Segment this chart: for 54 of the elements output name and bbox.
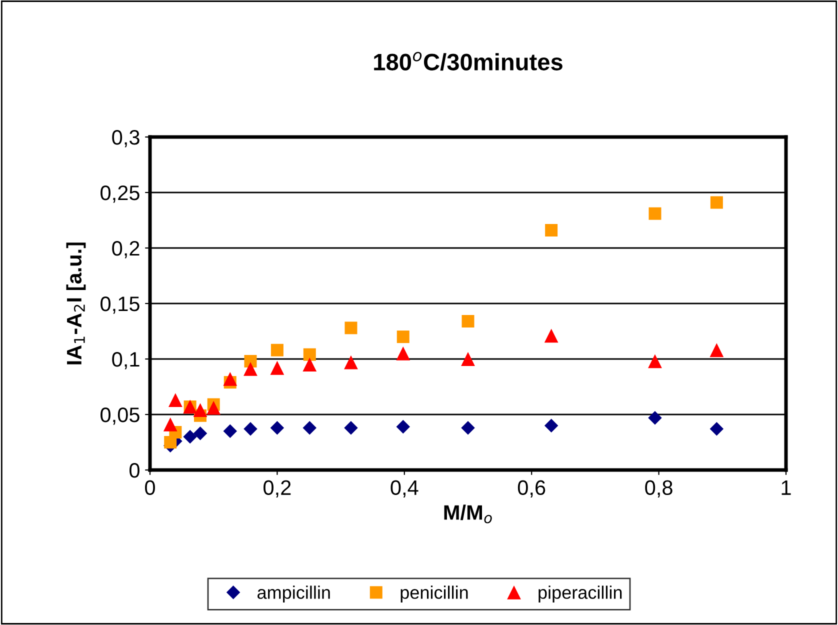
point — [223, 372, 238, 386]
point — [396, 420, 410, 434]
point — [303, 348, 316, 361]
y-tick-label: 0,3 — [112, 130, 140, 148]
x-tick-label: 0 — [145, 480, 155, 496]
point — [648, 207, 662, 220]
y-tick-label: 0,15 — [100, 296, 140, 314]
x-tick-label: 1 — [782, 480, 791, 495]
legend-label: piperacillin — [538, 586, 622, 602]
point — [244, 422, 258, 436]
y-tick-label: 0,1 — [112, 352, 140, 370]
point — [710, 422, 724, 436]
x-tick-label: 0,4 — [390, 480, 418, 498]
y-tick-label: 0,2 — [112, 241, 140, 258]
point — [544, 418, 558, 432]
y-axis-title: IA$_{1}$-A$_{2}$I [a.u.] — [66, 242, 86, 364]
point — [302, 358, 317, 372]
point — [193, 426, 208, 440]
point — [193, 403, 208, 418]
point — [244, 354, 257, 368]
x-tick-label: 0,2 — [264, 480, 291, 498]
point — [545, 224, 558, 236]
point — [206, 400, 221, 415]
point — [461, 352, 475, 366]
y-tick-label: 0,25 — [100, 186, 140, 203]
point — [462, 315, 474, 328]
point — [710, 343, 724, 358]
point — [302, 420, 317, 435]
point — [270, 344, 284, 356]
y-tick-label: 0 — [130, 463, 140, 478]
point — [270, 360, 284, 375]
point — [344, 322, 358, 334]
point — [244, 362, 258, 376]
x-tick-label: 0,6 — [518, 480, 546, 498]
legend-label: penicillin — [400, 586, 468, 602]
point — [396, 330, 410, 344]
x-tick-label: 0,8 — [645, 480, 672, 498]
point — [223, 424, 238, 438]
point — [648, 354, 662, 368]
point — [648, 410, 662, 425]
point — [396, 346, 410, 360]
point — [544, 328, 558, 343]
x-axis-title: M/M$_{o}$ — [444, 504, 492, 524]
y-tick-label: 0,05 — [100, 408, 140, 425]
point — [344, 420, 358, 435]
point — [461, 420, 475, 435]
point — [710, 196, 723, 209]
point — [163, 418, 178, 432]
chart-title: 180$^{o}$C/30minutes — [374, 52, 562, 71]
point — [270, 420, 284, 435]
point — [168, 393, 182, 408]
legend-label: ampicillin — [258, 586, 330, 602]
point — [344, 355, 358, 370]
point — [183, 430, 197, 444]
